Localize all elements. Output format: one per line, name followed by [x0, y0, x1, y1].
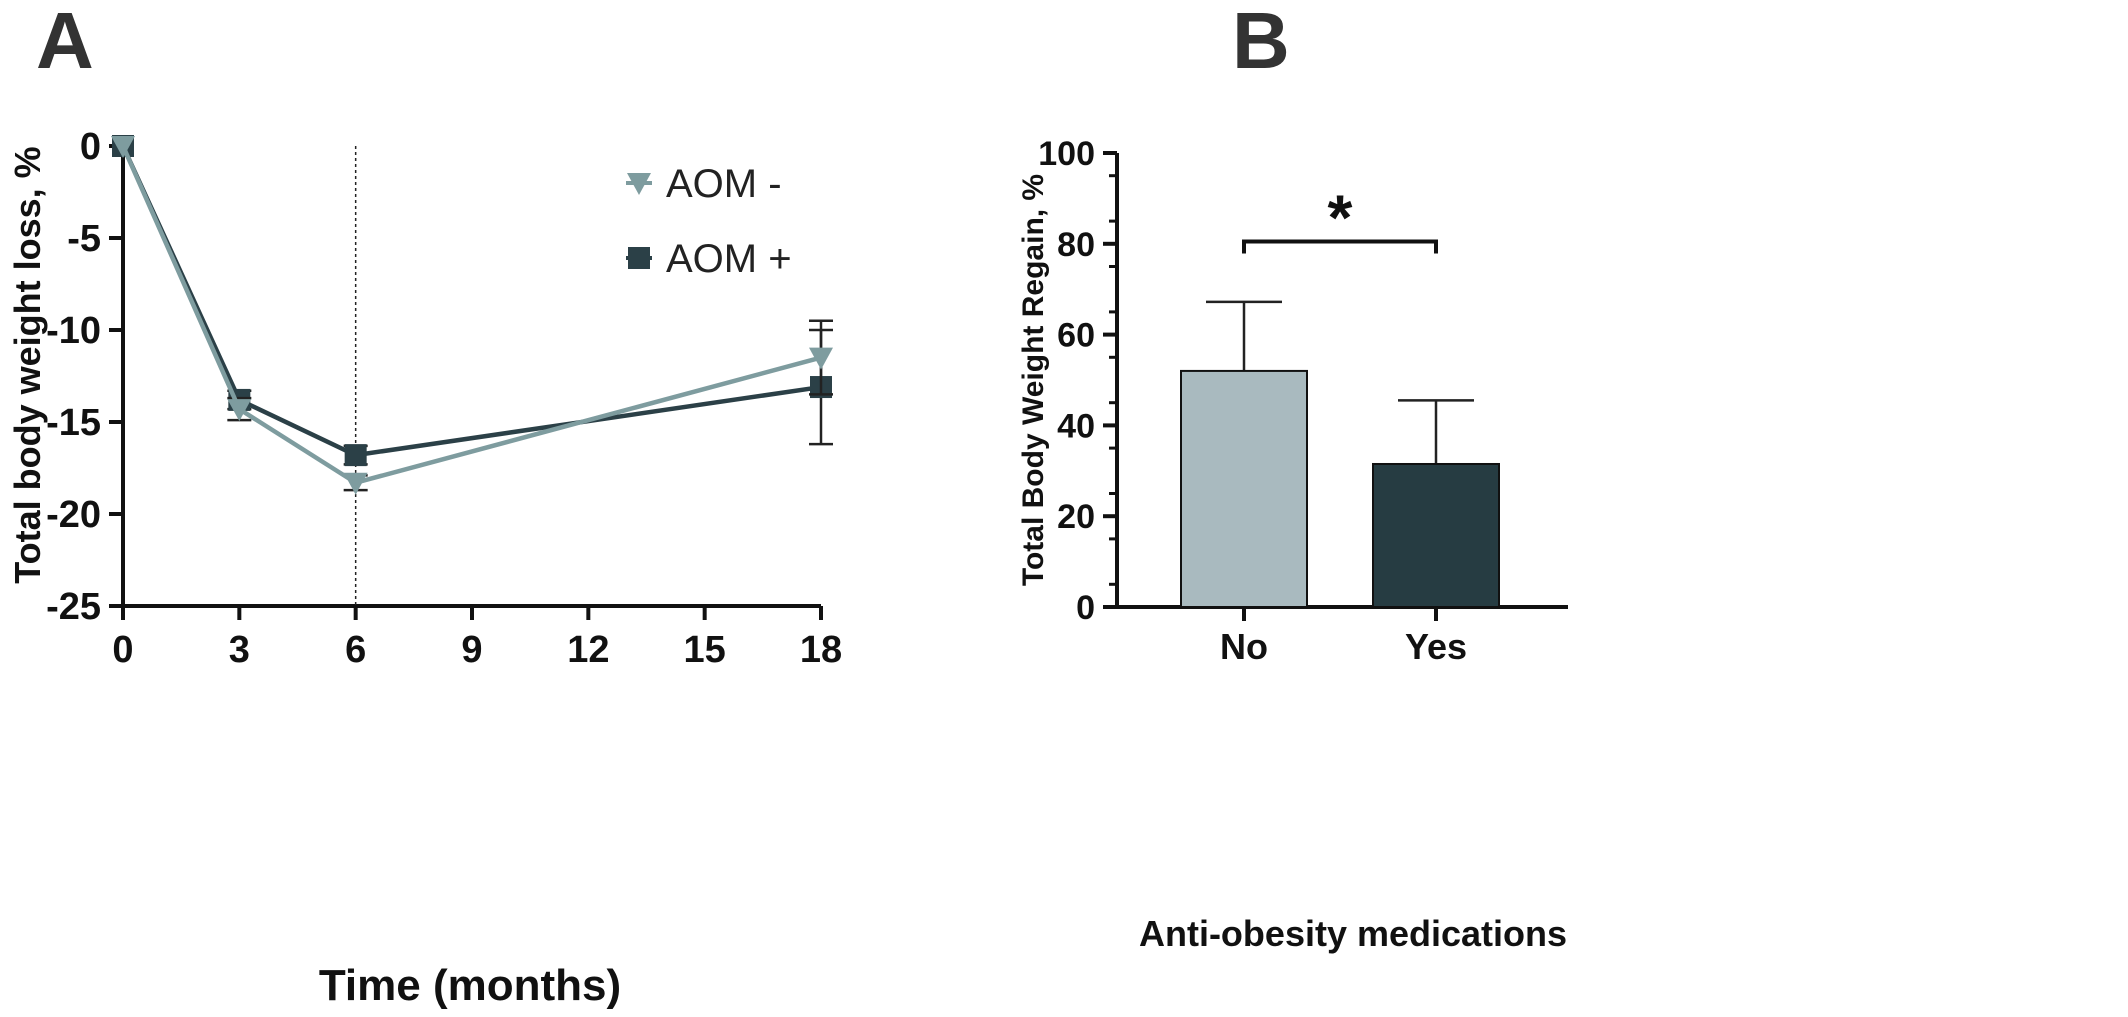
panel-a-x-tick-label: 6 [345, 629, 366, 671]
panel-a-x-tick-label: 3 [229, 629, 250, 671]
panel-b-significance: * [1242, 182, 1438, 254]
panel-a-y-tick-label: -5 [67, 218, 101, 260]
bar-no [1180, 369, 1308, 609]
legend-aom-plus-label: AOM + [666, 237, 792, 281]
panel-a-x-tick-label: 12 [567, 629, 609, 671]
panel-b: B Total Body Weight Regain, % Anti-obesi… [1017, 0, 1568, 954]
aom-minus-line [120, 145, 822, 486]
panel-b-x-axis-title: Anti-obesity medications [1139, 913, 1567, 954]
panel-a-y-tick-label: -25 [46, 586, 101, 628]
panel-b-y-axis-title: Total Body Weight Regain, % [1017, 174, 1050, 586]
aom-minus-point [809, 347, 833, 370]
panel-a-y-tick-label: -10 [46, 310, 101, 352]
significance-star: * [1328, 182, 1353, 254]
panel-b-y-tick-label: 80 [1057, 226, 1095, 264]
bar-yes [1372, 462, 1500, 608]
panel-b-y-tick-label: 20 [1057, 498, 1095, 536]
panel-b-y-tick-label: 100 [1038, 135, 1095, 173]
panel-b-x-tick-label: Yes [1405, 626, 1467, 667]
panel-a-y-axis-title: Total body weight loss, % [7, 146, 48, 583]
panel-b-label: B [1232, 0, 1290, 85]
legend-aom-minus-marker [627, 173, 651, 195]
panel-a-x-tick-label: 18 [800, 629, 842, 671]
panel-a: A Total body weight loss, % Time (months… [7, 0, 842, 1010]
legend-aom-minus-label: AOM - [666, 162, 782, 206]
panel-a-legend: AOM - AOM + [626, 162, 792, 281]
panel-a-x-tick-label: 0 [112, 629, 133, 671]
significance-bracket [1242, 239, 1438, 254]
aom-minus-point [111, 136, 135, 158]
panel-b-y-tick-label: 60 [1057, 317, 1095, 355]
panel-a-y-tick-label: -15 [46, 402, 101, 444]
aom-minus-point [227, 399, 252, 422]
panel-b-y-tick-label: 40 [1057, 407, 1095, 445]
panel-a-x-tick-label: 9 [461, 629, 482, 671]
panel-a-label: A [36, 0, 94, 85]
panel-b-axes: 0 20 40 60 80 100 No Yes [1038, 135, 1568, 667]
aom-minus-point [343, 472, 368, 495]
panel-a-x-tick-label: 15 [684, 629, 726, 671]
panel-a-y-tick-label: -20 [46, 494, 101, 536]
panel-b-x-tick-label: No [1220, 626, 1268, 667]
panel-b-y-tick-label: 0 [1076, 589, 1095, 627]
panel-a-x-axis-title: Time (months) [319, 961, 621, 1010]
panel-b-bars [1180, 300, 1500, 609]
panel-a-series [111, 135, 833, 495]
aom-plus-point [344, 444, 367, 467]
panel-a-axes: 0 -5 -10 -15 -20 -25 0 3 6 9 12 15 18 [46, 126, 842, 671]
legend-aom-plus-marker [628, 247, 650, 269]
panel-a-y-tick-label: 0 [80, 126, 101, 168]
